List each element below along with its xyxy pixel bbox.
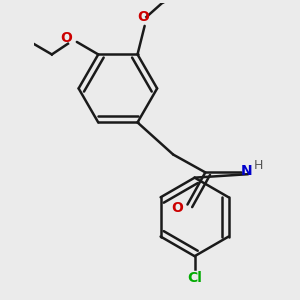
Text: H: H: [254, 159, 263, 172]
Text: O: O: [171, 201, 183, 215]
Text: O: O: [137, 10, 149, 24]
Text: Cl: Cl: [187, 271, 202, 285]
Text: O: O: [60, 32, 72, 45]
Text: N: N: [241, 164, 252, 178]
